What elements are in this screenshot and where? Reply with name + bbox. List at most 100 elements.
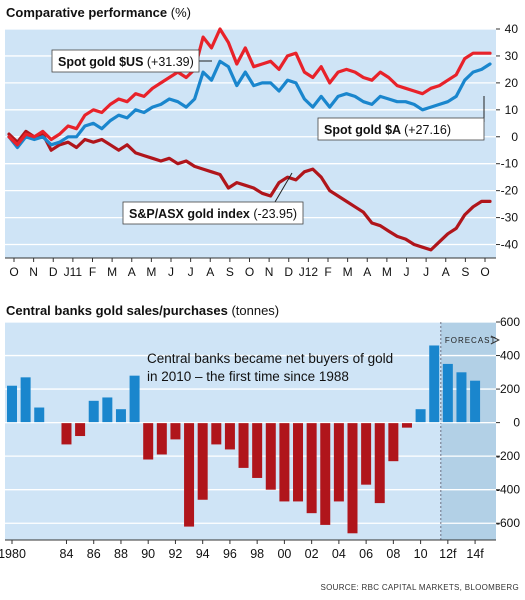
chart2-xtick-label: 90 [141, 547, 155, 561]
bar [184, 422, 195, 527]
chart1-ytick-label: 10 [505, 103, 519, 117]
bar [170, 422, 181, 440]
chart1-xtick-label: S [226, 265, 234, 279]
chart1-xtick-label: F [324, 265, 331, 279]
chart2-title: Central banks gold sales/purchases (tonn… [6, 303, 279, 318]
chart1-ytick-label: -40 [501, 238, 519, 252]
chart2-ytick-label: -200 [496, 449, 520, 463]
chart2-xtick-label: 12f [439, 547, 457, 561]
bar [211, 422, 222, 445]
chart1-xtick-label: M [107, 265, 117, 279]
chart1-xtick-label: J [423, 265, 429, 279]
chart1-xtick-label: D [49, 265, 58, 279]
bar [75, 422, 86, 437]
bar [129, 375, 140, 423]
bar [238, 422, 249, 468]
chart1-title-text: Comparative performance [6, 5, 168, 20]
chart2-ytick-label: 200 [500, 382, 520, 396]
chart1-xtick-label: M [343, 265, 353, 279]
chart2-ytick-label: 400 [500, 349, 520, 363]
chart2-xtick-label: 00 [277, 547, 291, 561]
callout-box [51, 49, 200, 73]
chart2-xtick-label: 88 [114, 547, 128, 561]
series-label: S&P/ASX gold index (-23.95) [129, 207, 297, 221]
series-end-value: (+31.39) [147, 55, 194, 69]
series-end-value: (-23.95) [253, 207, 297, 221]
chart1-xtick-label: J12 [299, 265, 319, 279]
bar [224, 422, 235, 450]
chart2-xtick-label: 84 [60, 547, 74, 561]
bar [429, 345, 440, 423]
bar [293, 422, 304, 502]
bar [143, 422, 154, 460]
forecast-label: FORECAST [445, 336, 497, 345]
chart2-xtick-label: 04 [332, 547, 346, 561]
bar [7, 385, 17, 423]
chart2-xtick-label: 86 [87, 547, 101, 561]
bar [361, 422, 372, 485]
bar [34, 407, 45, 423]
chart1-xtick-label: J [188, 265, 194, 279]
annotation-line-2: in 2010 – the first time since 1988 [147, 369, 349, 384]
bar [320, 422, 331, 525]
chart2-annotation: Central banks became net buyers of gold i… [147, 351, 393, 384]
bar [347, 422, 358, 534]
bar [374, 422, 385, 504]
forecast-region [440, 322, 496, 540]
bar [388, 422, 399, 462]
chart2-ytick-label: 0 [513, 416, 520, 430]
series-label: Spot gold $A (+27.16) [324, 123, 451, 137]
chart1-ytick-label: 30 [505, 49, 519, 63]
annotation-line-1: Central banks became net buyers of gold [147, 351, 393, 366]
chart2-title-text: Central banks gold sales/purchases [6, 303, 228, 318]
chart2-plot-area [5, 322, 496, 540]
bar [102, 397, 113, 423]
series-label: Spot gold $US (+31.39) [58, 55, 194, 69]
chart2-xtick-label: 98 [250, 547, 264, 561]
chart1-title-unit: (%) [170, 5, 191, 20]
chart1-xtick-label: J [168, 265, 174, 279]
chart2-xtick-label: 08 [386, 547, 400, 561]
chart1-xtick-label: A [206, 265, 214, 279]
chart2-xtick-label: 92 [168, 547, 182, 561]
chart1-xtick-label: O [9, 265, 18, 279]
bar [279, 422, 290, 502]
chart2-xtick-label: 94 [196, 547, 210, 561]
chart1-ytick-label: 40 [505, 22, 519, 36]
bar [442, 363, 453, 423]
chart1-xtick-label: J11 [64, 265, 83, 279]
chart1-xtick-label: F [89, 265, 96, 279]
bar [265, 422, 276, 490]
bar [456, 372, 467, 423]
chart2-xtick-label: 14f [466, 547, 484, 561]
chart1-xtick-label: A [128, 265, 136, 279]
chart2-xtick-label: 96 [223, 547, 237, 561]
chart1-ytick-label: 20 [505, 76, 519, 90]
chart2-xtick-label: 02 [305, 547, 319, 561]
bar [401, 422, 412, 428]
bar [61, 422, 72, 445]
source-note: SOURCE: RBC CAPITAL MARKETS, BLOOMBERG [320, 583, 519, 592]
chart1-xtick-label: D [284, 265, 293, 279]
chart1-xtick-label: J [404, 265, 410, 279]
bar [115, 409, 126, 423]
bar [306, 422, 317, 514]
chart2-xtick-label: 1980 [0, 547, 26, 561]
bar [333, 422, 344, 502]
chart1-xtick-label: A [363, 265, 371, 279]
chart2-title-unit: (tonnes) [231, 303, 280, 318]
chart2-xtick-label: 10 [414, 547, 428, 561]
chart1-ytick-label: -20 [501, 184, 519, 198]
bar [20, 377, 31, 423]
series-name: Spot gold $A [324, 123, 404, 137]
forecast-arrow-icon [490, 335, 500, 345]
chart2-ytick-label: -600 [496, 516, 520, 530]
chart2-ytick-label: 600 [500, 315, 520, 329]
chart1-ytick-label: -10 [501, 157, 519, 171]
callout-box [122, 201, 304, 225]
series-line-1 [7, 59, 492, 150]
chart1-xtick-label: N [29, 265, 38, 279]
chart1-ytick-label: -30 [501, 211, 519, 225]
bar [88, 400, 99, 423]
